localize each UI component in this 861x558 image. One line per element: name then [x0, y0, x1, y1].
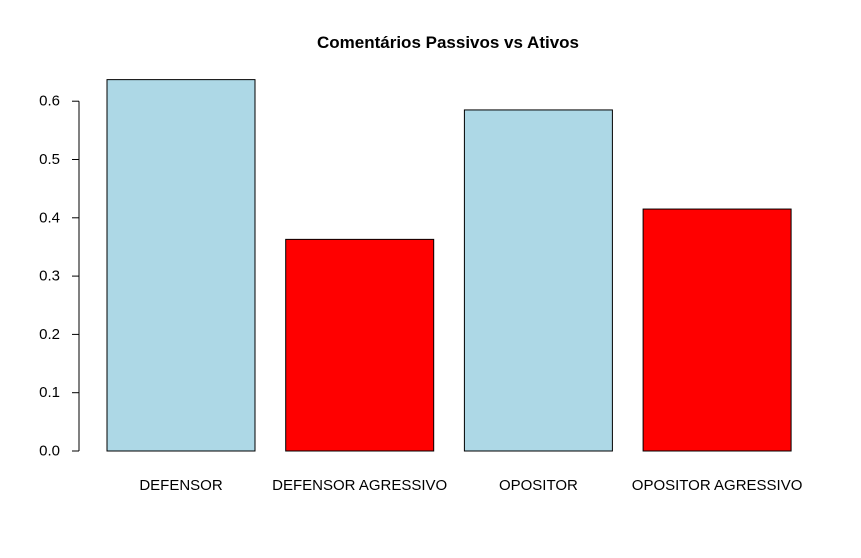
- y-tick-label: 0.0: [39, 443, 60, 460]
- chart-title: Comentários Passivos vs Ativos: [317, 33, 579, 52]
- bar-defensor: [106, 79, 256, 452]
- x-category-label: DEFENSOR: [139, 477, 223, 494]
- bar-opositor-agressivo: [642, 208, 792, 452]
- y-tick-label: 0.6: [39, 93, 60, 110]
- y-tick-label: 0.4: [39, 209, 60, 226]
- x-category-label: DEFENSOR AGRESSIVO: [272, 477, 447, 494]
- x-axis-labels: DEFENSOR DEFENSOR AGRESSIVO OPOSITOR OPOSIT…: [139, 477, 802, 494]
- y-axis: 0.0 0.1 0.2 0.3 0.4 0.5 0.6: [39, 93, 80, 460]
- x-category-label: OPOSITOR: [499, 477, 578, 494]
- bar-opositor: [463, 109, 613, 452]
- bar-defensor-agressivo: [285, 238, 435, 452]
- y-tick-label: 0.1: [39, 384, 60, 401]
- y-tick-label: 0.2: [39, 326, 60, 343]
- y-tick-label: 0.5: [39, 151, 60, 168]
- y-tick-label: 0.3: [39, 268, 60, 285]
- x-category-label: OPOSITOR AGRESSIVO: [632, 477, 803, 494]
- bars-group: [106, 79, 792, 452]
